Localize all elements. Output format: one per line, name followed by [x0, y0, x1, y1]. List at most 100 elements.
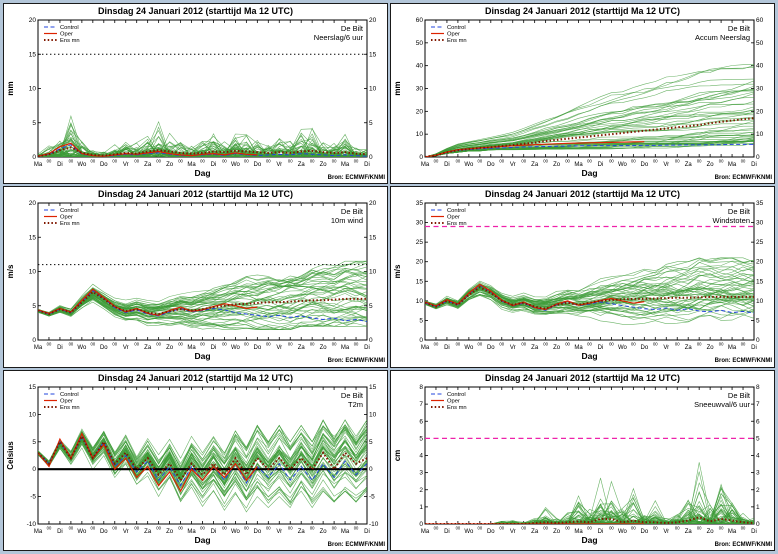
svg-text:00: 00 — [244, 342, 249, 347]
svg-text:20: 20 — [29, 17, 37, 24]
svg-text:Za: Za — [144, 345, 152, 351]
svg-text:Ma: Ma — [574, 529, 583, 535]
panel-accum-neerslag: Dinsdag 24 Januari 2012 (starttijd Ma 12… — [390, 3, 775, 185]
svg-text:Ma: Ma — [341, 162, 350, 168]
svg-text:30: 30 — [416, 220, 424, 227]
legend-label-ens-mn: Ens mn — [447, 221, 467, 227]
svg-text:00: 00 — [675, 159, 680, 164]
svg-text:00: 00 — [134, 525, 139, 530]
svg-text:Ma: Ma — [187, 529, 196, 535]
svg-text:40: 40 — [416, 63, 424, 70]
svg-text:0: 0 — [419, 337, 423, 344]
svg-text:0: 0 — [756, 337, 760, 344]
svg-text:0: 0 — [419, 521, 423, 528]
svg-text:Do: Do — [640, 162, 648, 168]
svg-text:00: 00 — [90, 159, 95, 164]
svg-text:00: 00 — [200, 159, 205, 164]
svg-text:00: 00 — [112, 342, 117, 347]
svg-text:Zo: Zo — [707, 345, 715, 351]
ens-mean-line — [38, 291, 367, 316]
legend-label-ens-mn: Ens mn — [447, 38, 467, 44]
svg-text:00: 00 — [434, 525, 439, 530]
source-credit: Bron: ECMWF/KNMI — [715, 358, 773, 364]
svg-text:15: 15 — [756, 279, 764, 286]
x-axis: Ma00Di00Wo00Do00Vr00Za00Zo00Ma00Di00Wo00… — [34, 20, 370, 168]
svg-text:Do: Do — [487, 162, 495, 168]
svg-text:10: 10 — [756, 298, 764, 305]
svg-text:Wo: Wo — [231, 529, 241, 535]
svg-text:5: 5 — [756, 318, 760, 325]
svg-text:Ma: Ma — [341, 345, 350, 351]
legend-label-control: Control — [447, 392, 466, 398]
ens-mean-line — [38, 433, 367, 482]
svg-text:Di: Di — [364, 345, 370, 351]
svg-text:20: 20 — [756, 108, 764, 115]
x-axis-label: Dag — [194, 351, 210, 361]
svg-text:00: 00 — [69, 342, 74, 347]
svg-text:00: 00 — [266, 159, 271, 164]
svg-text:00: 00 — [587, 525, 592, 530]
svg-text:00: 00 — [178, 342, 183, 347]
svg-text:Do: Do — [487, 529, 495, 535]
svg-text:00: 00 — [543, 159, 548, 164]
legend-label-oper: Oper — [60, 32, 73, 38]
svg-text:Do: Do — [100, 162, 108, 168]
svg-text:0: 0 — [369, 466, 373, 473]
svg-text:Vr: Vr — [510, 345, 516, 351]
svg-text:Di: Di — [444, 162, 450, 168]
svg-text:00: 00 — [675, 342, 680, 347]
svg-text:Ma: Ma — [574, 345, 583, 351]
svg-text:Vr: Vr — [123, 529, 129, 535]
y-axis: 0 01 12 23 34 45 56 67 78 8 — [419, 384, 760, 528]
y-axis-label: cm — [393, 449, 402, 461]
svg-text:00: 00 — [609, 525, 614, 530]
svg-text:Di: Di — [598, 529, 604, 535]
legend-label-ens-mn: Ens mn — [447, 405, 467, 411]
svg-text:Wo: Wo — [77, 345, 87, 351]
svg-text:0: 0 — [369, 337, 373, 344]
svg-text:5: 5 — [32, 120, 36, 127]
svg-text:6: 6 — [756, 418, 760, 425]
svg-text:Do: Do — [100, 529, 108, 535]
svg-text:Wo: Wo — [231, 162, 241, 168]
svg-text:50: 50 — [756, 40, 764, 47]
svg-text:Di: Di — [364, 162, 370, 168]
svg-text:Wo: Wo — [618, 529, 628, 535]
ens-mean-line — [38, 146, 367, 157]
svg-text:00: 00 — [456, 159, 461, 164]
svg-text:00: 00 — [134, 342, 139, 347]
svg-text:00: 00 — [477, 342, 482, 347]
svg-text:Zo: Zo — [320, 162, 328, 168]
svg-text:00: 00 — [587, 342, 592, 347]
svg-text:00: 00 — [653, 525, 658, 530]
svg-text:00: 00 — [266, 525, 271, 530]
svg-text:Zo: Zo — [553, 162, 561, 168]
svg-text:3: 3 — [419, 469, 423, 476]
svg-text:5: 5 — [32, 303, 36, 310]
svg-text:-5: -5 — [30, 493, 36, 500]
svg-text:10: 10 — [416, 131, 424, 138]
svg-text:8: 8 — [419, 384, 423, 391]
svg-text:30: 30 — [756, 220, 764, 227]
svg-text:1: 1 — [756, 504, 760, 511]
svg-text:Zo: Zo — [166, 345, 174, 351]
svg-text:00: 00 — [719, 525, 724, 530]
ensemble-members — [425, 257, 754, 325]
svg-text:60: 60 — [416, 17, 424, 24]
panel-sneeuwval-6uur: Dinsdag 24 Januari 2012 (starttijd Ma 12… — [390, 369, 775, 551]
svg-text:10: 10 — [369, 269, 377, 276]
legend-label-control: Control — [60, 392, 79, 398]
svg-text:00: 00 — [609, 342, 614, 347]
svg-text:Za: Za — [531, 529, 539, 535]
svg-text:Wo: Wo — [464, 162, 474, 168]
svg-text:00: 00 — [112, 525, 117, 530]
svg-text:00: 00 — [719, 159, 724, 164]
param-label: 10m wind — [331, 216, 363, 225]
station-label: De Bilt — [728, 391, 751, 400]
station-label: De Bilt — [728, 207, 751, 216]
svg-text:00: 00 — [653, 159, 658, 164]
svg-text:0: 0 — [32, 337, 36, 344]
